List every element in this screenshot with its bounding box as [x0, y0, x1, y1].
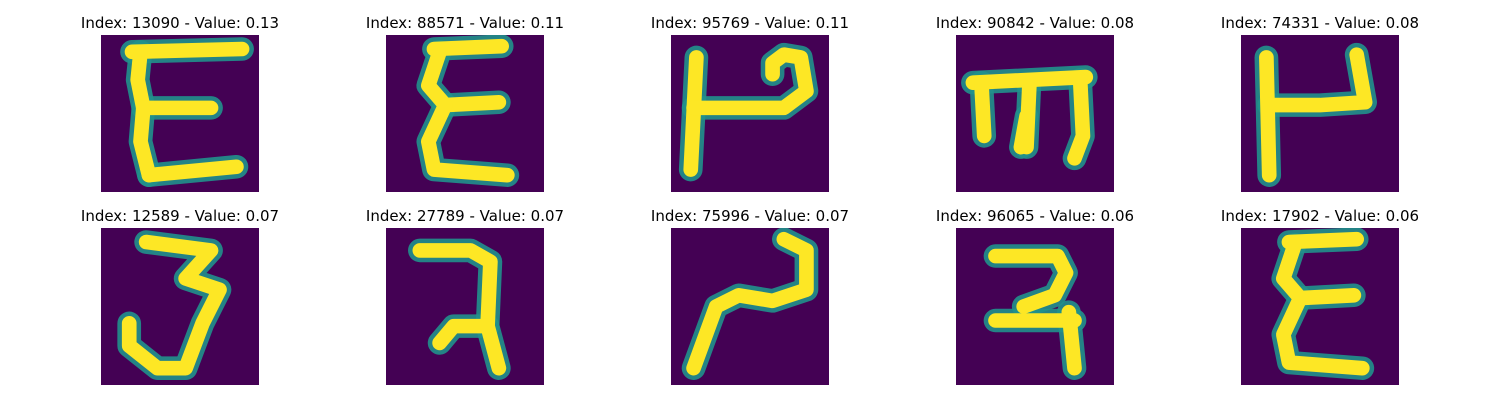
digit-glyph	[386, 35, 544, 192]
digit-glyph	[101, 228, 259, 385]
panel-title: Index: 88571 - Value: 0.11	[365, 14, 565, 32]
image-panel: Index: 13090 - Value: 0.13	[60, 0, 300, 400]
glyph-stroke	[1275, 237, 1308, 306]
digit-glyph	[956, 35, 1114, 192]
glyph-stroke	[1061, 304, 1082, 376]
digit-glyph	[956, 228, 1114, 385]
digit-glyph	[386, 228, 544, 385]
glyph-stroke	[1067, 72, 1091, 166]
digit-image	[671, 228, 829, 385]
panel-title: Index: 17902 - Value: 0.06	[1220, 207, 1420, 225]
digit-image	[101, 35, 259, 192]
digit-image	[1241, 228, 1399, 385]
glyph-stroke	[437, 94, 507, 113]
panel-title: Index: 90842 - Value: 0.08	[935, 14, 1135, 32]
digit-glyph	[671, 228, 829, 385]
glyph-stroke	[686, 231, 814, 376]
glyph-stroke	[141, 159, 244, 183]
image-panel: Index: 95769 - Value: 0.11	[630, 0, 870, 400]
panel-title: Index: 96065 - Value: 0.06	[935, 207, 1135, 225]
image-panel: Index: 75996 - Value: 0.07	[630, 0, 870, 400]
glyph-stroke	[1275, 290, 1370, 376]
digit-image	[386, 35, 544, 192]
panel-title: Index: 13090 - Value: 0.13	[80, 14, 280, 32]
image-panel: Index: 27789 - Value: 0.07	[345, 0, 585, 400]
panel-title: Index: 12589 - Value: 0.07	[80, 207, 280, 225]
glyph-stroke	[432, 318, 495, 351]
panel-title: Index: 74331 - Value: 0.08	[1220, 14, 1420, 32]
image-panel: Index: 96065 - Value: 0.06	[915, 0, 1155, 400]
glyph-stroke	[1292, 287, 1362, 306]
digit-image	[1241, 35, 1399, 192]
panel-title: Index: 75996 - Value: 0.07	[650, 207, 850, 225]
image-panel: Index: 88571 - Value: 0.11	[345, 0, 585, 400]
glyph-stroke	[1259, 50, 1277, 183]
digit-glyph	[671, 35, 829, 192]
glyph-stroke	[130, 44, 151, 116]
glyph-stroke	[124, 41, 250, 60]
glyph-stroke	[420, 97, 515, 183]
digit-image	[956, 228, 1114, 385]
digit-glyph	[101, 35, 259, 192]
glyph-stroke	[121, 234, 227, 376]
panel-title: Index: 95769 - Value: 0.11	[650, 14, 850, 32]
digit-image	[956, 35, 1114, 192]
glyph-stroke	[420, 44, 453, 113]
digit-image	[671, 35, 829, 192]
glyph-stroke	[686, 47, 814, 116]
glyph-stroke	[412, 243, 507, 376]
glyph-stroke	[988, 248, 1074, 314]
glyph-stroke	[1261, 47, 1373, 113]
glyph-stroke	[974, 75, 992, 144]
digit-glyph	[1241, 35, 1399, 192]
image-panel: Index: 74331 - Value: 0.08	[1200, 0, 1440, 400]
image-panel: Index: 90842 - Value: 0.08	[915, 0, 1155, 400]
glyph-stroke	[133, 100, 157, 183]
image-panel: Index: 17902 - Value: 0.06	[1200, 0, 1440, 400]
digit-image	[386, 228, 544, 385]
image-panel: Index: 12589 - Value: 0.07	[60, 0, 300, 400]
digit-image	[101, 228, 259, 385]
digit-glyph	[1241, 228, 1399, 385]
panel-title: Index: 27789 - Value: 0.07	[365, 207, 565, 225]
glyph-stroke	[1013, 109, 1034, 155]
